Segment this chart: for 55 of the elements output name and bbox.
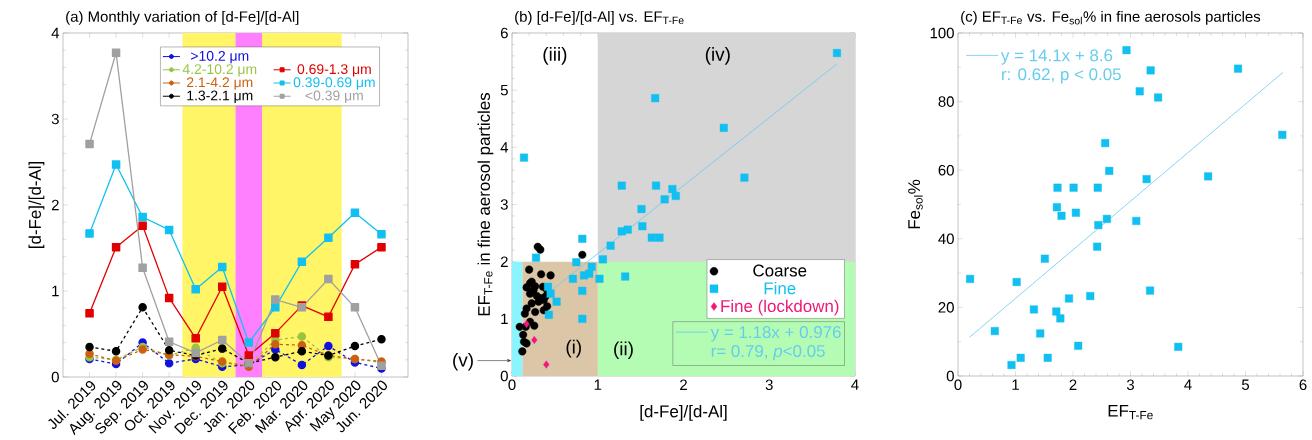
x-tick-label: 3 xyxy=(1126,379,1135,391)
y-tick-label: 40 xyxy=(938,233,954,245)
chart-title: (c) EF$_{T-Fe}$ vs. Fe$_{sol}$% in fine aerosols particles xyxy=(961,10,1261,25)
x-tick-label: 2 xyxy=(680,379,687,390)
y-tick-label: 3 xyxy=(500,199,508,210)
y-tick-label: 1 xyxy=(52,285,59,297)
y-tick-label: 3 xyxy=(51,113,59,125)
annotation: (iii) xyxy=(543,47,567,65)
y-tick-label: 100 xyxy=(930,27,954,39)
y-tick-label: 80 xyxy=(938,96,954,107)
x-tick-label: 6 xyxy=(1299,379,1307,391)
annotation: (i) xyxy=(566,339,581,358)
x-tick-label: 1 xyxy=(594,379,602,390)
x-tick-label: 5 xyxy=(1241,379,1250,390)
x-tick-label: 2 xyxy=(1069,379,1077,390)
text: Fine xyxy=(764,281,796,295)
y-tick-label: 1 xyxy=(501,313,508,324)
legend-label: Coarse xyxy=(753,264,807,277)
chart-title: (b) [d-Fe]/[d-Al] vs. EF$_{T-Fe}$ xyxy=(515,10,684,25)
legend-label: Fine (lockdown) xyxy=(721,299,839,316)
x-tick-label: 4 xyxy=(1184,379,1192,390)
legend-label: 4.2-10.2 μm xyxy=(182,64,257,77)
annotation: r: 0.62, p < 0.05 xyxy=(1002,68,1121,84)
x-tick-label: 4 xyxy=(851,379,859,390)
x-tick-label: 1 xyxy=(1012,379,1019,390)
y-tick-label: 6 xyxy=(500,27,508,39)
chart-title: (a) Monthly variation of [d-Fe]/[d-Al] xyxy=(66,10,299,25)
legend-label: 2.1-4.2 μm xyxy=(187,77,253,90)
x-tick-label: 3 xyxy=(765,379,773,391)
y-tick-label: 2 xyxy=(51,199,59,211)
y-tick-label: 5 xyxy=(500,84,508,96)
x-axis-title: [d-Fe]/[d-Al] xyxy=(640,404,727,421)
annotation: (iv) xyxy=(705,47,730,65)
annotation: r= 0.79, p<0.05 xyxy=(711,345,825,361)
y-axis-title: Fe$_{sol}$% xyxy=(908,179,923,229)
legend-label: >10.2 μm xyxy=(191,50,249,64)
y-tick-label: 2 xyxy=(500,256,508,267)
y-tick-label: 4 xyxy=(500,142,509,153)
legend-label: 1.3-2.1 μm xyxy=(187,90,253,104)
legend-label: 0.39-0.69 μm xyxy=(293,77,375,90)
annotation: (ii) xyxy=(614,341,633,360)
y-axis-title: [d-Fe]/[d-Al] xyxy=(28,161,45,249)
legend-label: y = 14.1x + 8.6 xyxy=(1000,49,1113,65)
x-axis-title: EF$_{T-Fe}$ xyxy=(1108,404,1153,420)
text: (v) xyxy=(453,352,473,371)
y-tick-label: 20 xyxy=(938,302,954,313)
legend-label: 0.69-1.3 μm xyxy=(297,64,371,77)
y-axis-title: EF$_{T-Fe}$ in fine aerosol particles xyxy=(477,92,494,316)
legend-label: <0.39 μm xyxy=(305,90,363,104)
x-tick-label: 0 xyxy=(954,379,962,391)
y-tick-label: 0 xyxy=(500,370,508,382)
y-tick-label: 60 xyxy=(938,164,954,176)
legend-label: y = 1.18x + 0.976 xyxy=(710,326,841,342)
y-tick-label: 4 xyxy=(51,27,60,39)
y-tick-label: 0 xyxy=(946,370,954,382)
